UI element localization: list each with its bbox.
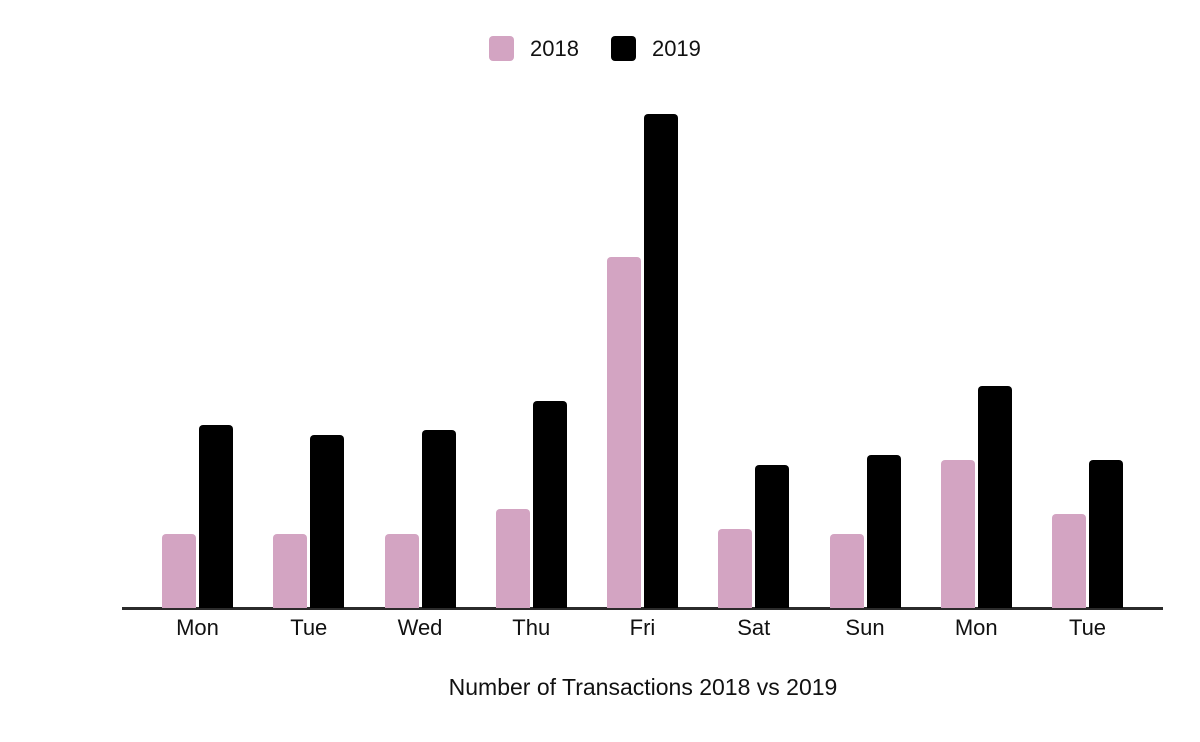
chart-title: Number of Transactions 2018 vs 2019 xyxy=(448,674,838,700)
bar-2018-mon-1 xyxy=(162,533,196,608)
bar-2019-sat-6 xyxy=(755,464,790,608)
x-axis-label-fri-5: Fri xyxy=(629,615,656,640)
legend-swatch-2019 xyxy=(610,36,636,61)
bar-2018-mon-8 xyxy=(940,459,975,608)
x-axis-label-wed-3: Wed xyxy=(397,615,443,640)
bar-2019-tue-9 xyxy=(1089,459,1123,608)
bar-2019-thu-4 xyxy=(532,400,567,608)
bar-2018-wed-3 xyxy=(384,533,419,608)
legend-item-2019: 2019 xyxy=(610,36,701,61)
x-axis-label-thu-4: Thu xyxy=(512,615,551,640)
legend: 2018 2019 xyxy=(489,36,701,61)
x-axis-label-mon-1: Mon xyxy=(176,615,219,640)
bar-2019-tue-2 xyxy=(310,435,345,608)
bar-2019-fri-5 xyxy=(644,114,678,608)
x-axis-label-sat-6: Sat xyxy=(737,615,771,640)
x-axis-label-sun-7: Sun xyxy=(845,615,885,640)
bar-2018-fri-5 xyxy=(607,257,641,608)
bar-2018-thu-4 xyxy=(495,509,530,608)
legend-label-2018: 2018 xyxy=(530,36,579,61)
legend-item-2018: 2018 xyxy=(489,36,579,61)
legend-label-2019: 2019 xyxy=(651,36,701,61)
x-axis-line xyxy=(122,607,1163,610)
bar-2019-mon-1 xyxy=(199,425,233,608)
bar-2018-sun-7 xyxy=(829,533,864,608)
bar-2018-tue-9 xyxy=(1052,514,1086,608)
bar-2019-sun-7 xyxy=(866,454,901,608)
x-axis-label-tue-2: Tue xyxy=(290,615,328,640)
bar-2018-tue-2 xyxy=(273,533,308,608)
bar-2019-mon-8 xyxy=(977,385,1012,608)
bar-2019-wed-3 xyxy=(421,430,456,608)
legend-swatch-2018 xyxy=(489,36,514,61)
x-axis-label-mon-8: Mon xyxy=(954,615,998,640)
bar-2018-sat-6 xyxy=(718,528,753,608)
x-axis-label-tue-9: Tue xyxy=(1068,615,1107,640)
